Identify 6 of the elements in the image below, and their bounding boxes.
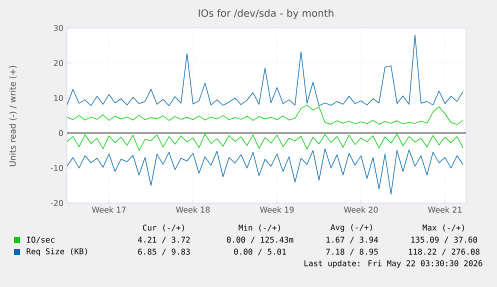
line-series xyxy=(67,148,464,195)
line-series xyxy=(67,134,464,151)
chart-title: IOs for /dev/sda - by month xyxy=(198,9,334,19)
line-series xyxy=(67,34,464,106)
y-axis-title: Units read (-) / write (+) xyxy=(9,66,17,166)
line-series xyxy=(67,104,464,125)
